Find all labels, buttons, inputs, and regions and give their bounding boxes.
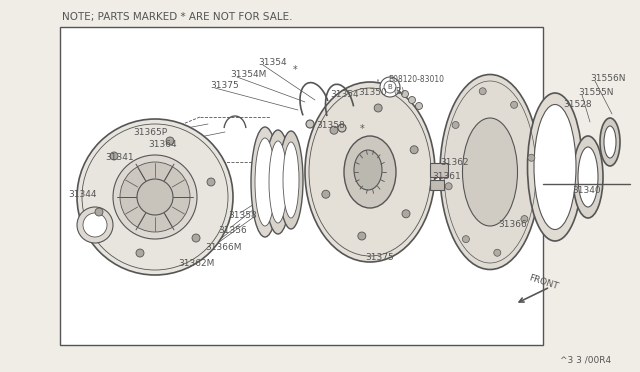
Text: *: * xyxy=(293,65,298,75)
Circle shape xyxy=(136,249,144,257)
Bar xyxy=(430,163,448,177)
Ellipse shape xyxy=(527,93,582,241)
Circle shape xyxy=(207,178,215,186)
Text: FRONT: FRONT xyxy=(528,273,560,291)
Text: 31340: 31340 xyxy=(572,186,600,195)
Circle shape xyxy=(77,119,233,275)
Text: *: * xyxy=(360,124,365,134)
Circle shape xyxy=(110,152,118,160)
Ellipse shape xyxy=(573,136,603,218)
Text: 31356: 31356 xyxy=(218,225,247,234)
Circle shape xyxy=(408,96,415,103)
Ellipse shape xyxy=(534,105,576,230)
Ellipse shape xyxy=(251,127,279,237)
Text: 31362: 31362 xyxy=(440,157,468,167)
Circle shape xyxy=(113,155,197,239)
Circle shape xyxy=(120,162,190,232)
Circle shape xyxy=(330,126,338,134)
Text: 31354M: 31354M xyxy=(230,70,266,78)
Text: (B): (B) xyxy=(393,87,404,96)
Circle shape xyxy=(192,234,200,242)
Text: 31354: 31354 xyxy=(330,90,358,99)
Text: 31528: 31528 xyxy=(563,99,591,109)
Text: 31362M: 31362M xyxy=(178,260,214,269)
Text: 31365P: 31365P xyxy=(133,128,167,137)
Text: ^3 3 /00R4: ^3 3 /00R4 xyxy=(560,356,611,365)
Text: 31556N: 31556N xyxy=(590,74,625,83)
Circle shape xyxy=(479,88,486,95)
Ellipse shape xyxy=(463,118,518,226)
Circle shape xyxy=(374,104,382,112)
Ellipse shape xyxy=(604,126,616,158)
Bar xyxy=(60,27,543,345)
Ellipse shape xyxy=(305,82,435,262)
Ellipse shape xyxy=(279,131,303,229)
Text: 31366M: 31366M xyxy=(205,243,241,251)
Circle shape xyxy=(452,122,459,128)
Text: 31354: 31354 xyxy=(258,58,287,67)
Ellipse shape xyxy=(600,118,620,166)
Circle shape xyxy=(95,208,103,216)
Circle shape xyxy=(358,232,366,240)
Circle shape xyxy=(401,90,408,97)
Text: 31375: 31375 xyxy=(210,80,239,90)
Ellipse shape xyxy=(578,147,598,207)
Circle shape xyxy=(83,213,107,237)
Circle shape xyxy=(415,103,422,109)
Ellipse shape xyxy=(255,138,275,226)
Text: 31344: 31344 xyxy=(68,189,97,199)
Text: B: B xyxy=(388,84,392,90)
Text: 31358: 31358 xyxy=(316,121,345,129)
Circle shape xyxy=(77,207,113,243)
Ellipse shape xyxy=(354,150,382,190)
Circle shape xyxy=(445,183,452,190)
Circle shape xyxy=(137,179,173,215)
Text: 31361: 31361 xyxy=(432,171,461,180)
Text: 31350: 31350 xyxy=(358,87,387,96)
Circle shape xyxy=(402,210,410,218)
Circle shape xyxy=(511,101,518,108)
Text: B08120-83010: B08120-83010 xyxy=(388,74,444,83)
Text: 31375: 31375 xyxy=(365,253,394,262)
Ellipse shape xyxy=(283,142,299,218)
Ellipse shape xyxy=(344,136,396,208)
Text: 31366: 31366 xyxy=(498,219,527,228)
Circle shape xyxy=(494,249,500,256)
Circle shape xyxy=(380,77,400,97)
Circle shape xyxy=(463,236,469,243)
Circle shape xyxy=(521,215,528,222)
Ellipse shape xyxy=(269,141,287,223)
Text: 31555N: 31555N xyxy=(578,87,614,96)
Ellipse shape xyxy=(265,130,291,234)
Circle shape xyxy=(410,146,418,154)
Circle shape xyxy=(166,137,174,145)
Circle shape xyxy=(528,154,535,161)
Text: 31341: 31341 xyxy=(105,153,134,161)
Circle shape xyxy=(306,120,314,128)
Bar xyxy=(430,180,444,190)
Text: NOTE; PARTS MARKED * ARE NOT FOR SALE.: NOTE; PARTS MARKED * ARE NOT FOR SALE. xyxy=(62,12,292,22)
Circle shape xyxy=(338,124,346,132)
Ellipse shape xyxy=(440,74,540,269)
Text: 31358: 31358 xyxy=(228,211,257,219)
Text: 31364: 31364 xyxy=(148,140,177,148)
Circle shape xyxy=(322,190,330,198)
